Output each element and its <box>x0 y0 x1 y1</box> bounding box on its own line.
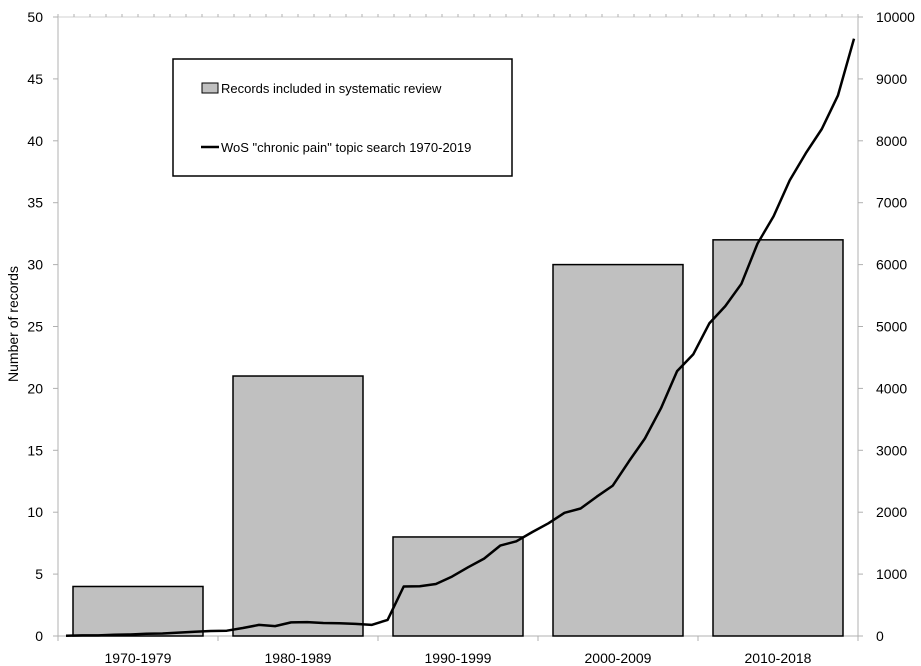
right-tick-label: 10000 <box>876 9 915 25</box>
bar <box>72 585 204 637</box>
left-tick-label: 40 <box>27 133 43 149</box>
left-tick-label: 50 <box>27 9 43 25</box>
left-tick-label: 15 <box>27 442 43 458</box>
left-tick-label: 5 <box>35 566 43 582</box>
legend-box <box>172 58 513 177</box>
right-tick-label: 6000 <box>876 257 907 273</box>
bar <box>552 263 684 637</box>
y-axis-title: Number of records <box>5 266 21 382</box>
left-tick-label: 20 <box>27 380 43 396</box>
right-tick-label: 9000 <box>876 71 907 87</box>
right-tick-label: 1000 <box>876 566 907 582</box>
legend-bar-label: Records included in systematic review <box>221 81 442 96</box>
legend: Records included in systematic review Wo… <box>172 58 513 177</box>
left-tick-label: 35 <box>27 195 43 211</box>
left-tick-label: 0 <box>35 628 43 644</box>
legend-line-label: WoS "chronic pain" topic search 1970-201… <box>221 140 471 155</box>
category-labels: 1970-1979 1980-1989 1990-1999 2000-2009 2010… <box>105 650 812 666</box>
category-label: 1990-1999 <box>425 650 492 666</box>
right-tick-label: 0 <box>876 628 884 644</box>
right-tick-label: 4000 <box>876 380 907 396</box>
right-tick-label: 7000 <box>876 195 907 211</box>
category-label: 2000-2009 <box>585 650 652 666</box>
left-tick-label: 45 <box>27 71 43 87</box>
bar <box>232 375 364 637</box>
category-label: 1970-1979 <box>105 650 172 666</box>
right-tick-label: 3000 <box>876 442 907 458</box>
wos-search-line <box>65 38 856 637</box>
category-label: 1980-1989 <box>265 650 332 666</box>
series-line <box>65 38 856 637</box>
bar <box>712 239 844 637</box>
right-tick-label: 8000 <box>876 133 907 149</box>
left-tick-label: 10 <box>27 504 43 520</box>
category-label: 2010-2018 <box>745 650 812 666</box>
legend-bar-swatch <box>201 82 219 94</box>
left-tick-label: 30 <box>27 257 43 273</box>
right-tick-label: 5000 <box>876 319 907 335</box>
right-tick-label: 2000 <box>876 504 907 520</box>
right-axis-ticks: 0 1000 2000 3000 4000 5000 6000 7000 8000 9000 100… <box>858 9 915 644</box>
left-axis-ticks: 0 5 10 15 20 25 30 35 40 45 50 <box>27 9 58 644</box>
left-tick-label: 25 <box>27 319 43 335</box>
bars <box>72 239 844 637</box>
